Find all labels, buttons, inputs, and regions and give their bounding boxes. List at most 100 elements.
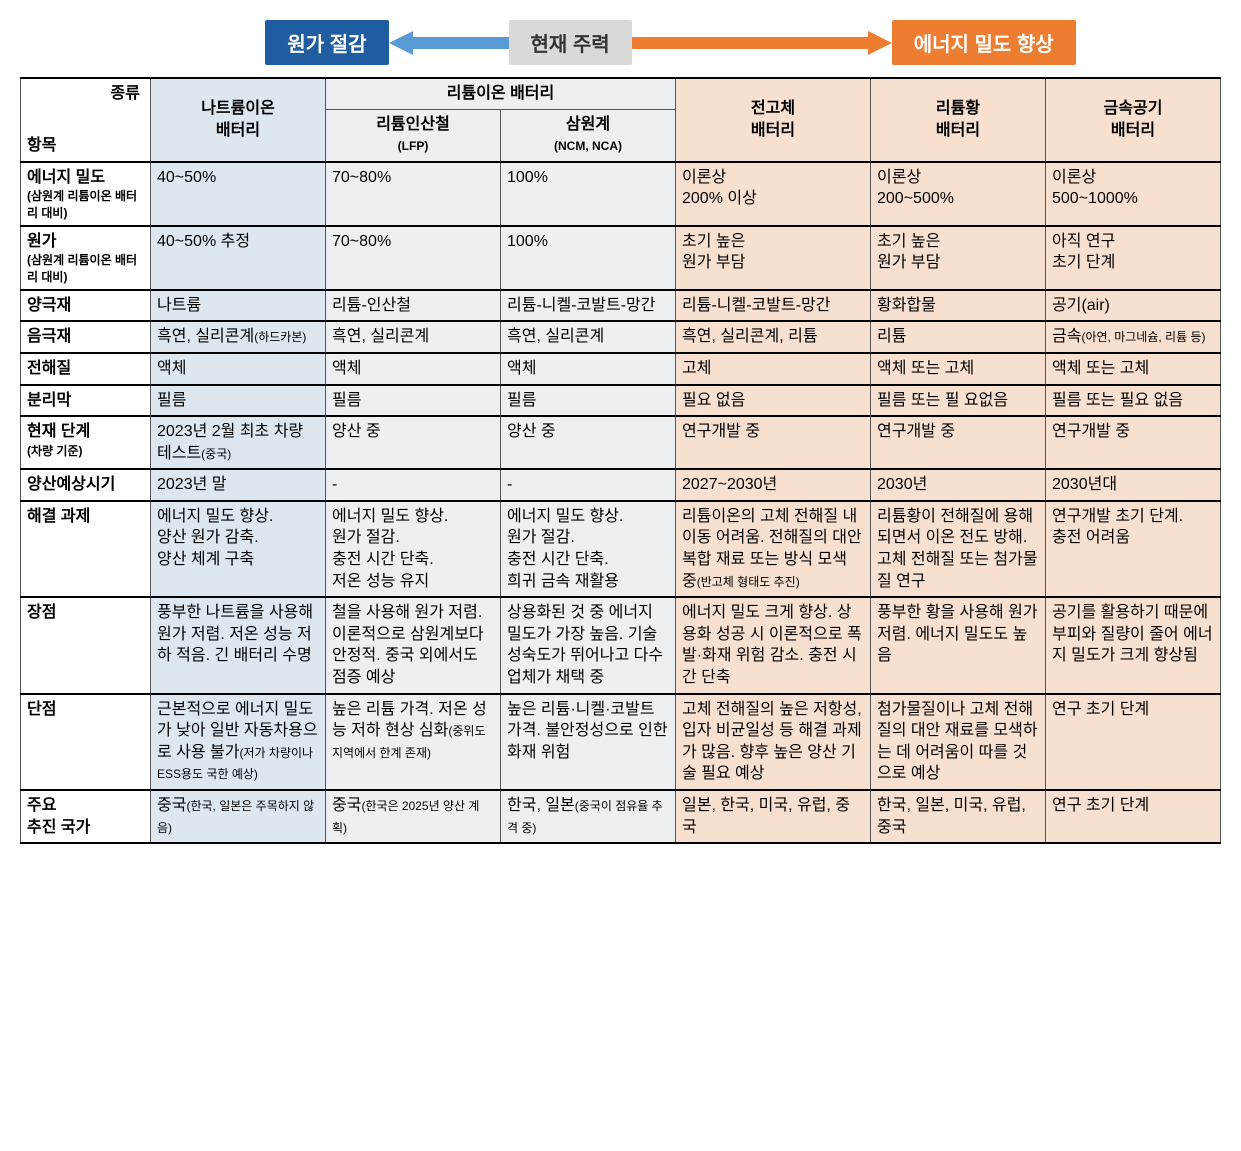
- cell-lfp: 액체: [326, 353, 501, 385]
- cell-ncm: 100%: [501, 162, 676, 226]
- row-header: 현재 단계(차량 기준): [21, 416, 151, 469]
- cell-sodium: 2023년 말: [151, 469, 326, 501]
- kind-label: 종류: [27, 83, 144, 105]
- cell-sodium: 2023년 2월 최초 차량 테스트(중국): [151, 416, 326, 469]
- badge-current-mainstream: 현재 주력: [509, 20, 632, 65]
- cell-lfp: 필름: [326, 385, 501, 417]
- cell-metal: 2030년대: [1046, 469, 1221, 501]
- col-header-ncm: 삼원계(NCM, NCA): [501, 109, 676, 162]
- row-header: 원가(삼원계 리튬이온 배터리 대비): [21, 226, 151, 290]
- cell-lfp: 70~80%: [326, 162, 501, 226]
- cell-metal: 연구개발 중: [1046, 416, 1221, 469]
- col-header-lis: 리튬황 배터리: [871, 78, 1046, 162]
- cell-solid: 이론상 200% 이상: [676, 162, 871, 226]
- badge-cost-reduction: 원가 절감: [265, 20, 388, 65]
- col-header-sodium: 나트륨이온 배터리: [151, 78, 326, 162]
- cell-lis: 한국, 일본, 미국, 유럽, 중국: [871, 790, 1046, 843]
- cell-metal: 연구 초기 단계: [1046, 694, 1221, 790]
- cell-sodium: 흑연, 실리콘계(하드카본): [151, 321, 326, 353]
- cell-lfp: 높은 리튬 가격. 저온 성능 저하 현상 심화(중위도 지역에서 한계 존재): [326, 694, 501, 790]
- cell-solid: 흑연, 실리콘계, 리튬: [676, 321, 871, 353]
- cell-ncm: 상용화된 것 중 에너지 밀도가 가장 높음. 기술 성숙도가 뛰어나고 다수 …: [501, 597, 676, 693]
- cell-ncm: 높은 리튬·니켈·코발트 가격. 불안정성으로 인한 화재 위험: [501, 694, 676, 790]
- cell-ncm: 필름: [501, 385, 676, 417]
- row-header: 음극재: [21, 321, 151, 353]
- cell-solid: 고체: [676, 353, 871, 385]
- battery-comparison-table: 종류 항목 나트륨이온 배터리 리튬이온 배터리 전고체 배터리 리튬황 배터리…: [20, 77, 1221, 844]
- row-header: 양극재: [21, 290, 151, 322]
- cell-ncm: -: [501, 469, 676, 501]
- cell-ncm: 액체: [501, 353, 676, 385]
- row-header: 해결 과제: [21, 501, 151, 597]
- cell-lis: 황화합물: [871, 290, 1046, 322]
- cell-sodium: 에너지 밀도 향상. 양산 원가 감축. 양산 체계 구축: [151, 501, 326, 597]
- cell-sodium: 근본적으로 에너지 밀도가 낮아 일반 자동차용으로 사용 불가(저가 차량이나…: [151, 694, 326, 790]
- col-header-metal: 금속공기 배터리: [1046, 78, 1221, 162]
- row-header: 분리막: [21, 385, 151, 417]
- cell-ncm: 양산 중: [501, 416, 676, 469]
- cell-ncm: 흑연, 실리콘계: [501, 321, 676, 353]
- cell-solid: 일본, 한국, 미국, 유럽, 중국: [676, 790, 871, 843]
- arrow-right-icon: [632, 29, 892, 57]
- cell-metal: 연구 초기 단계: [1046, 790, 1221, 843]
- col-header-solid: 전고체 배터리: [676, 78, 871, 162]
- cell-lfp: 양산 중: [326, 416, 501, 469]
- col-header-lfp: 리튬인산철(LFP): [326, 109, 501, 162]
- header-spectrum: 원가 절감 현재 주력 에너지 밀도 향상: [120, 20, 1221, 65]
- cell-lis: 2030년: [871, 469, 1046, 501]
- cell-lis: 이론상 200~500%: [871, 162, 1046, 226]
- cell-solid: 필요 없음: [676, 385, 871, 417]
- corner-cell: 종류 항목: [21, 78, 151, 162]
- cell-lfp: 70~80%: [326, 226, 501, 290]
- cell-solid: 에너지 밀도 크게 향상. 상용화 성공 시 이론적으로 폭발·화재 위험 감소…: [676, 597, 871, 693]
- cell-lis: 리튬황이 전해질에 용해되면서 이온 전도 방해. 고체 전해질 또는 첨가물질…: [871, 501, 1046, 597]
- cell-lis: 초기 높은 원가 부담: [871, 226, 1046, 290]
- cell-ncm: 에너지 밀도 향상. 원가 절감. 충전 시간 단축. 희귀 금속 재활용: [501, 501, 676, 597]
- cell-sodium: 액체: [151, 353, 326, 385]
- arrow-left-icon: [389, 29, 509, 57]
- cell-metal: 금속(아연, 마그네슘, 리튬 등): [1046, 321, 1221, 353]
- cell-metal: 이론상 500~1000%: [1046, 162, 1221, 226]
- cell-solid: 연구개발 중: [676, 416, 871, 469]
- cell-ncm: 100%: [501, 226, 676, 290]
- cell-lis: 풍부한 황을 사용해 원가 저렴. 에너지 밀도도 높음: [871, 597, 1046, 693]
- cell-lis: 연구개발 중: [871, 416, 1046, 469]
- cell-solid: 고체 전해질의 높은 저항성, 입자 비균일성 등 해결 과제가 많음. 향후 …: [676, 694, 871, 790]
- col-header-lithium-group: 리튬이온 배터리: [326, 78, 676, 109]
- cell-ncm: 한국, 일본(중국이 점유율 추격 중): [501, 790, 676, 843]
- cell-sodium: 나트륨: [151, 290, 326, 322]
- row-header: 단점: [21, 694, 151, 790]
- cell-metal: 공기(air): [1046, 290, 1221, 322]
- cell-lis: 리튬: [871, 321, 1046, 353]
- cell-lfp: 철을 사용해 원가 저렴. 이론적으로 삼원계보다 안정적. 중국 외에서도 점…: [326, 597, 501, 693]
- cell-sodium: 풍부한 나트륨을 사용해 원가 저렴. 저온 성능 저하 적음. 긴 배터리 수…: [151, 597, 326, 693]
- row-header: 전해질: [21, 353, 151, 385]
- cell-lis: 필름 또는 필 요없음: [871, 385, 1046, 417]
- cell-metal: 공기를 활용하기 때문에 부피와 질량이 줄어 에너지 밀도가 크게 향상됨: [1046, 597, 1221, 693]
- cell-sodium: 40~50% 추정: [151, 226, 326, 290]
- row-header: 장점: [21, 597, 151, 693]
- cell-lfp: 흑연, 실리콘계: [326, 321, 501, 353]
- cell-metal: 필름 또는 필요 없음: [1046, 385, 1221, 417]
- item-label: 항목: [27, 135, 56, 157]
- cell-sodium: 필름: [151, 385, 326, 417]
- cell-sodium: 40~50%: [151, 162, 326, 226]
- cell-lis: 액체 또는 고체: [871, 353, 1046, 385]
- cell-lfp: 중국(한국은 2025년 양산 계획): [326, 790, 501, 843]
- cell-lfp: 리튬-인산철: [326, 290, 501, 322]
- cell-solid: 리튬이온의 고체 전해질 내 이동 어려움. 전해질의 대안 복합 재료 또는 …: [676, 501, 871, 597]
- cell-solid: 초기 높은 원가 부담: [676, 226, 871, 290]
- cell-lfp: -: [326, 469, 501, 501]
- cell-ncm: 리튬-니켈-코발트-망간: [501, 290, 676, 322]
- cell-metal: 연구개발 초기 단계. 충전 어려움: [1046, 501, 1221, 597]
- badge-energy-density: 에너지 밀도 향상: [892, 20, 1076, 65]
- cell-lfp: 에너지 밀도 향상. 원가 절감. 충전 시간 단축. 저온 성능 유지: [326, 501, 501, 597]
- row-header: 양산예상시기: [21, 469, 151, 501]
- cell-metal: 액체 또는 고체: [1046, 353, 1221, 385]
- cell-sodium: 중국(한국, 일본은 주목하지 않음): [151, 790, 326, 843]
- row-header: 에너지 밀도(삼원계 리튬이온 배터리 대비): [21, 162, 151, 226]
- cell-metal: 아직 연구 초기 단계: [1046, 226, 1221, 290]
- cell-solid: 리튬-니켈-코발트-망간: [676, 290, 871, 322]
- cell-solid: 2027~2030년: [676, 469, 871, 501]
- row-header: 주요 추진 국가: [21, 790, 151, 843]
